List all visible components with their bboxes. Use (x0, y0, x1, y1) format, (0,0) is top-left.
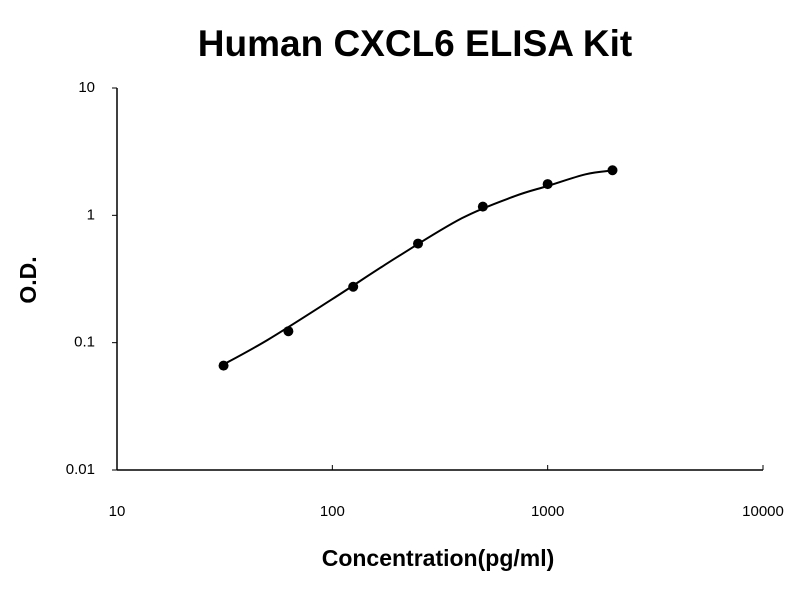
y-tick-label: 0.01 (66, 461, 95, 478)
y-axis-label: O.D. (15, 256, 41, 303)
x-tick-label: 10000 (742, 503, 784, 520)
data-point (607, 165, 618, 176)
chart-title: Human CXCL6 ELISA Kit (198, 23, 632, 64)
y-tick-label: 0.1 (74, 334, 95, 351)
x-tick-label: 10 (109, 503, 126, 520)
y-tick-label: 1 (87, 206, 95, 223)
x-tick-label: 100 (320, 503, 345, 520)
fit-curve (219, 169, 613, 368)
x-tick-label: 1000 (531, 503, 564, 520)
x-axis-label: Concentration(pg/ml) (322, 545, 555, 571)
y-tick-label: 10 (78, 79, 95, 96)
